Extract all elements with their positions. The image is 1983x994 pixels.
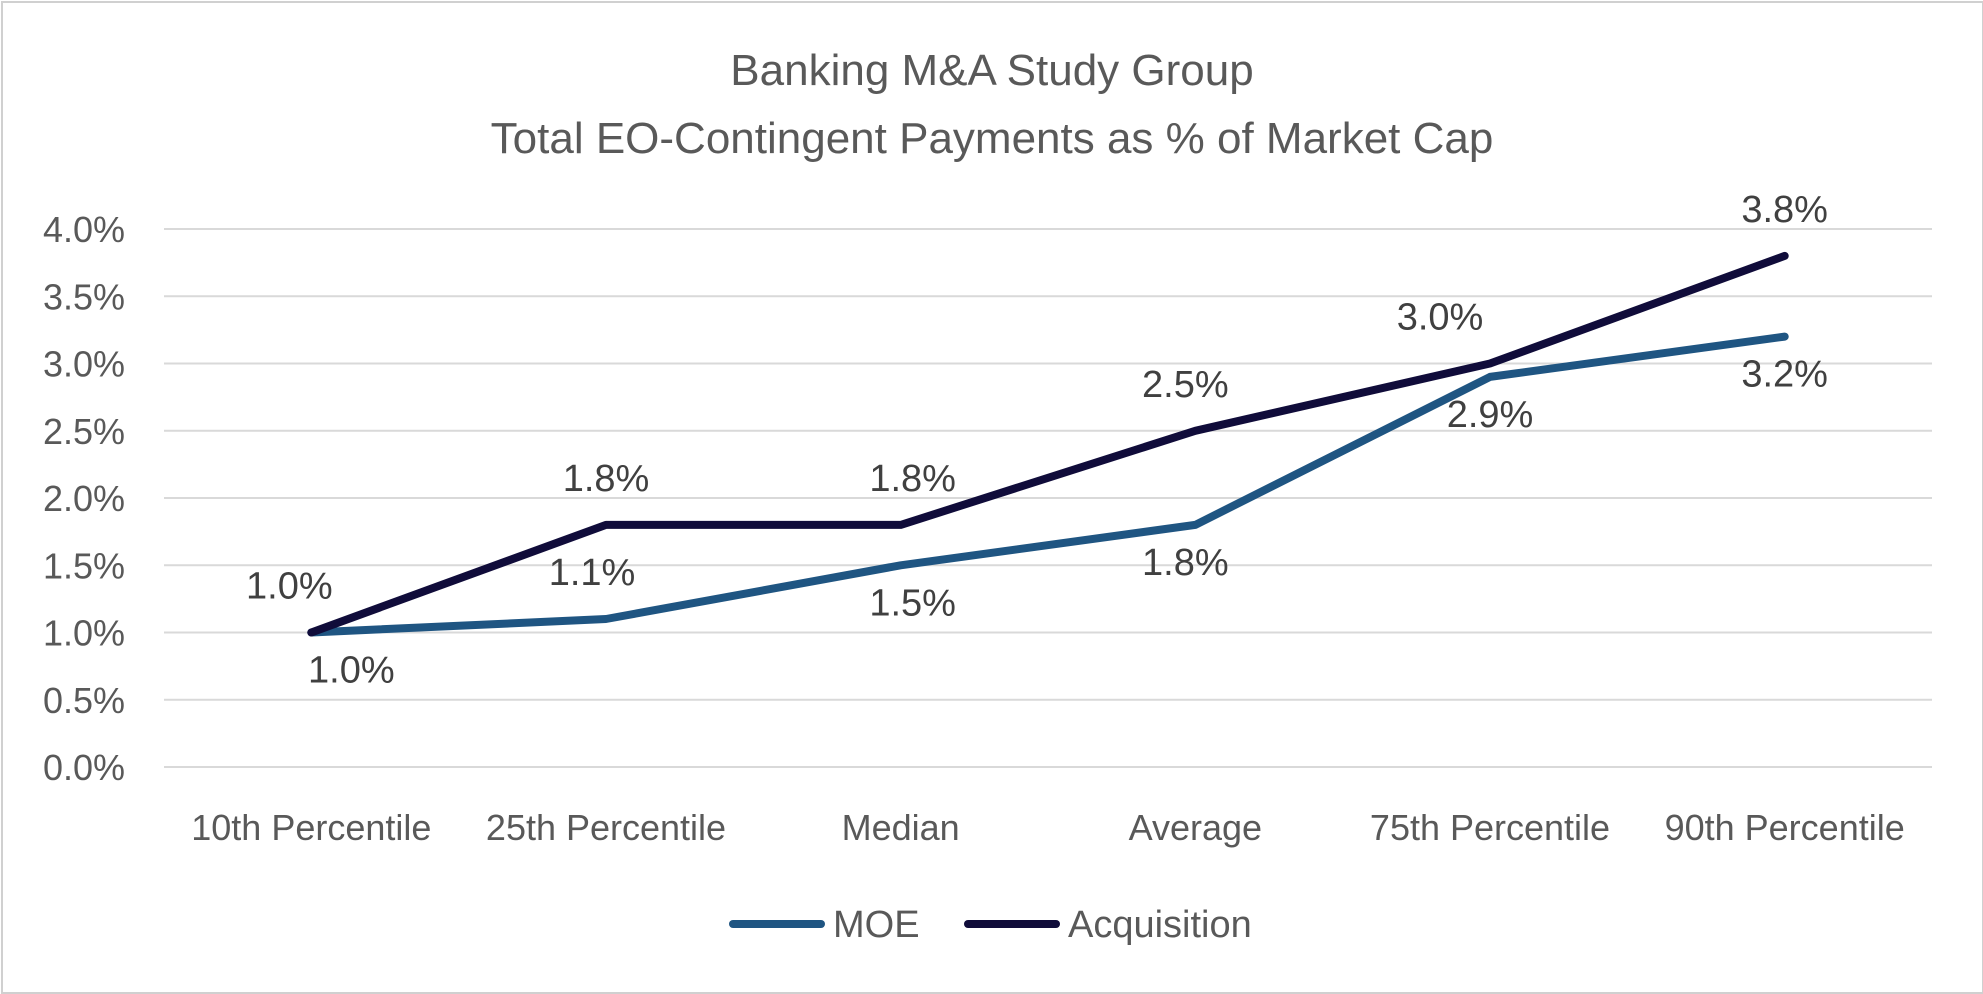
x-axis: 10th Percentile 25th Percentile Median Aver…: [191, 807, 1904, 848]
y-tick-label: 3.5%: [43, 276, 125, 317]
y-tick-label: 2.5%: [43, 411, 125, 452]
data-label-acquisition: 3.0%: [1397, 297, 1484, 339]
data-labels: 1.0% 1.1% 1.5% 1.8% 2.9% 3.2% 1.0% 1.8% 1.8% 2.5%…: [246, 189, 1828, 692]
x-tick-label: Average: [1129, 807, 1262, 848]
data-label-moe: 2.9%: [1447, 394, 1534, 436]
x-tick-label: 75th Percentile: [1370, 807, 1610, 848]
y-tick-label: 3.0%: [43, 344, 125, 385]
y-tick-label: 1.0%: [43, 613, 125, 654]
series-lines: [307, 251, 1789, 637]
line-chart: Banking M&A Study Group Total EO-Conting…: [43, 46, 1932, 946]
legend-label-acquisition: Acquisition: [1068, 904, 1252, 946]
data-label-acquisition: 3.8%: [1741, 189, 1828, 231]
legend: MOE Acquisition: [729, 904, 1252, 946]
x-tick-label: 25th Percentile: [486, 807, 726, 848]
y-axis: 0.0% 0.5% 1.0% 1.5% 2.0% 2.5% 3.0% 3.5% 4.0%: [43, 209, 125, 788]
gridlines: [164, 228, 1932, 768]
y-tick-label: 0.0%: [43, 747, 125, 788]
data-label-moe: 1.8%: [1142, 542, 1229, 584]
y-tick-label: 2.0%: [43, 478, 125, 519]
y-tick-label: 1.5%: [43, 545, 125, 586]
x-tick-label: Median: [842, 807, 960, 848]
data-label-moe: 1.1%: [549, 552, 636, 594]
legend-label-moe: MOE: [833, 904, 920, 946]
data-label-acquisition: 1.8%: [869, 458, 956, 500]
data-label-acquisition: 1.8%: [563, 458, 650, 500]
chart-subtitle: Total EO-Contingent Payments as % of Mar…: [491, 114, 1494, 163]
data-label-acquisition: 2.5%: [1142, 364, 1229, 406]
data-label-moe: 1.0%: [308, 650, 395, 692]
chart-title: Banking M&A Study Group: [730, 46, 1253, 95]
y-tick-label: 4.0%: [43, 209, 125, 250]
data-label-moe: 1.5%: [869, 582, 956, 624]
data-label-acquisition: 1.0%: [246, 566, 333, 608]
series-line-acquisition: [307, 251, 1789, 637]
x-tick-label: 10th Percentile: [191, 807, 431, 848]
data-label-moe: 3.2%: [1741, 354, 1828, 396]
x-tick-label: 90th Percentile: [1665, 807, 1905, 848]
y-tick-label: 0.5%: [43, 680, 125, 721]
series-line-moe: [307, 332, 1789, 637]
